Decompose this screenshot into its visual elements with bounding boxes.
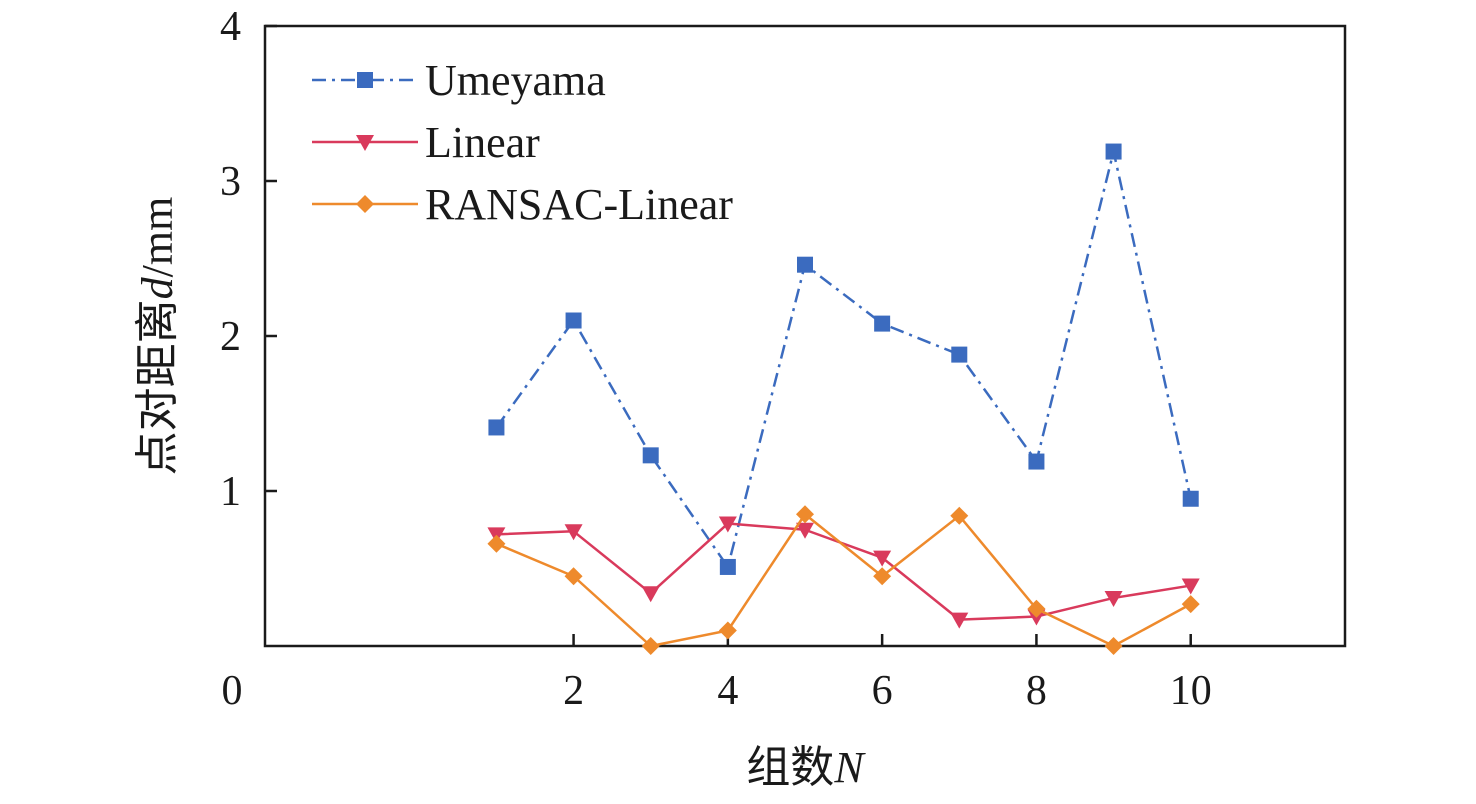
data-point [873,550,892,567]
y-axis-title-unit: /mm [133,197,182,278]
series-umeyama [488,143,1199,575]
data-point [488,419,505,436]
data-point [1182,490,1199,507]
data-point [1104,590,1123,607]
data-point [641,586,660,603]
y-tick-label: 4 [220,4,241,50]
data-point [796,505,814,524]
data-point [950,506,969,525]
data-point [1181,578,1200,595]
legend-item: Umeyama [312,56,606,105]
x-tick-label: 2 [563,668,584,714]
data-point [950,612,969,629]
data-point [951,346,968,363]
data-point [718,516,737,533]
data-point [641,637,660,655]
legend-marker [356,135,374,151]
legend-item: Linear [312,118,540,167]
y-axis: 1 2 3 4 [220,4,277,515]
legend-item: RANSAC-Linear [312,180,733,229]
legend-marker [357,72,373,88]
x-axis-title-text: 组数 [746,743,834,792]
y-axis-title-text: 点对距离 [133,299,182,475]
series-layer [487,143,1200,655]
x-tick-label: 0 [222,668,243,714]
data-point [1027,599,1046,618]
legend-label: Umeyama [425,56,606,105]
y-axis-title: 点对距离d/mm [133,197,182,476]
data-point [718,621,737,640]
data-point [564,567,583,586]
data-point [797,256,813,273]
data-point [564,524,583,541]
data-point [719,558,736,575]
x-tick-label: 4 [717,668,738,714]
series-line [496,522,1191,621]
x-axis: 0 2 4 6 8 10 [222,634,1212,714]
x-axis-title: 组数N [746,743,866,792]
legend: Umeyama Linear RANSAC-Linear [312,56,733,229]
x-tick-label: 8 [1026,668,1047,714]
data-point [1105,143,1122,160]
y-tick-label: 1 [220,469,241,515]
series-line [495,150,1192,569]
x-tick-label: 10 [1170,668,1212,714]
data-point [487,534,506,553]
y-tick-label: 3 [220,159,241,205]
data-point [1028,453,1045,470]
legend-label: Linear [425,118,540,167]
legend-marker [356,195,374,213]
data-point [1181,595,1200,614]
data-point [874,315,891,332]
x-axis-title-variable: N [833,743,866,792]
y-axis-title-variable: d [133,276,182,299]
x-tick-label: 6 [872,668,893,714]
data-point [796,522,814,539]
y-tick-label: 2 [220,314,241,360]
data-point [565,312,582,329]
legend-label: RANSAC-Linear [425,180,733,229]
series-line [495,513,1192,648]
series-linear [487,516,1200,629]
series-ransac-linear [487,505,1200,655]
data-point [1104,637,1123,655]
data-point [642,447,659,464]
data-point [873,567,892,586]
